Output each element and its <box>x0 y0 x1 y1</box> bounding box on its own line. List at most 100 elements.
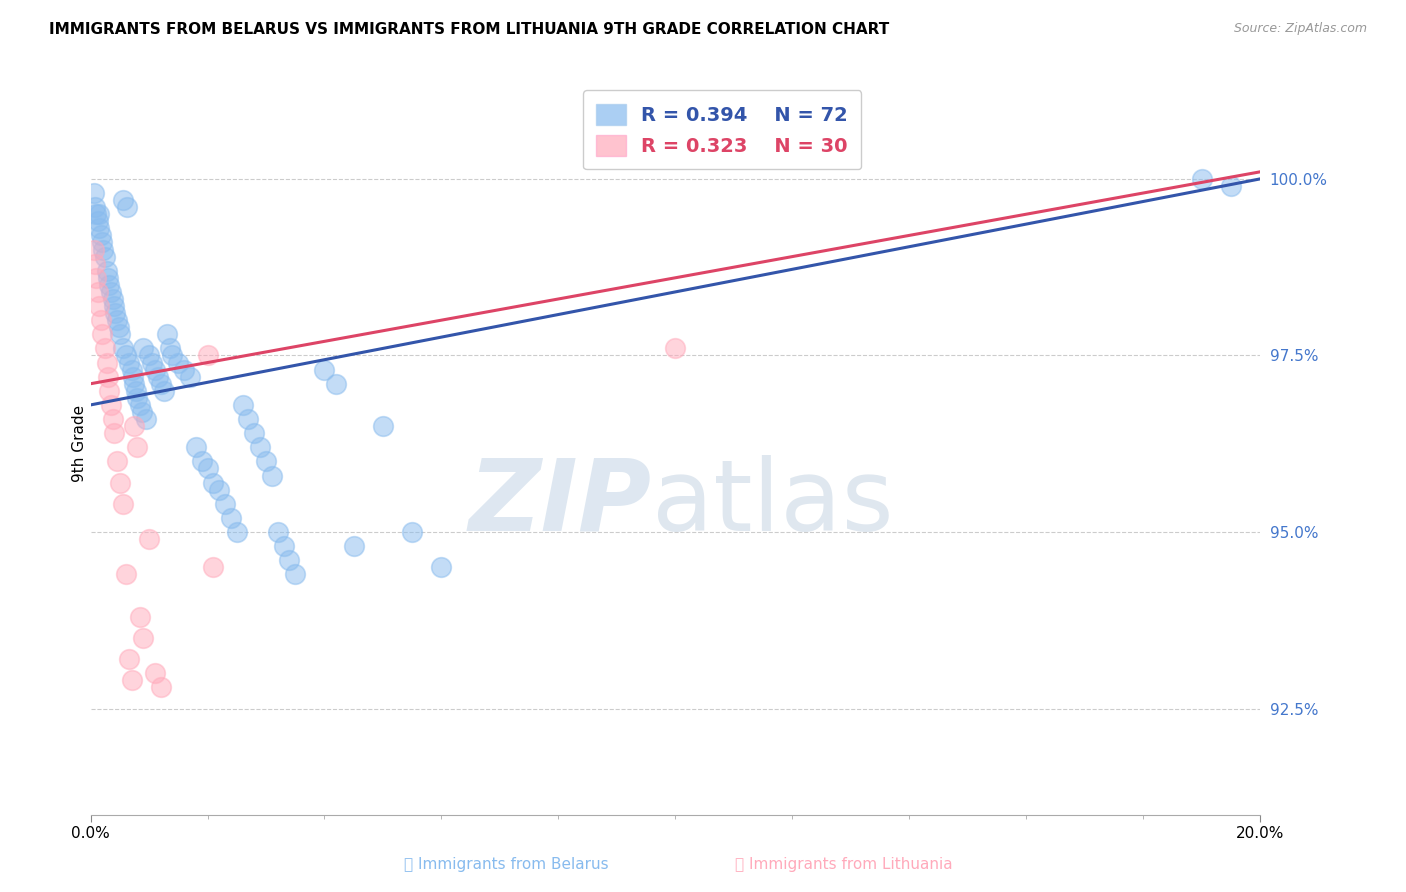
Point <box>108 475 131 490</box>
Point <box>97 369 120 384</box>
Point <box>1219 178 1241 193</box>
Point <box>1191 172 1213 186</box>
Point <box>111 193 134 207</box>
Point <box>202 475 225 490</box>
Point <box>107 320 129 334</box>
Point <box>401 524 423 539</box>
Point <box>143 666 166 681</box>
Point <box>86 214 108 228</box>
Point <box>129 609 152 624</box>
Point <box>152 384 174 398</box>
Point <box>90 228 112 243</box>
Point <box>430 560 453 574</box>
Text: ZIP: ZIP <box>470 455 652 551</box>
Point <box>138 349 160 363</box>
Point <box>103 426 125 441</box>
Point <box>127 391 149 405</box>
Point <box>132 342 155 356</box>
Point <box>83 186 105 200</box>
Point <box>129 398 152 412</box>
Point <box>121 362 143 376</box>
Point <box>135 412 157 426</box>
Point <box>156 327 179 342</box>
Point <box>121 369 143 384</box>
Point <box>664 342 686 356</box>
Point <box>100 285 122 299</box>
Point <box>86 285 108 299</box>
Point <box>86 270 108 285</box>
Point <box>162 349 184 363</box>
Point <box>254 454 277 468</box>
Point <box>273 539 295 553</box>
Point <box>179 369 201 384</box>
Point <box>89 221 111 235</box>
Point <box>371 419 394 434</box>
Point <box>197 461 219 475</box>
Point <box>149 681 172 695</box>
Point <box>146 369 169 384</box>
Point <box>98 277 121 292</box>
Point <box>138 532 160 546</box>
Point <box>101 412 124 426</box>
Point <box>94 342 117 356</box>
Point <box>124 419 146 434</box>
Point <box>219 511 242 525</box>
Point <box>84 257 107 271</box>
Point <box>91 327 114 342</box>
Point <box>115 200 138 214</box>
Point <box>141 355 163 369</box>
Point <box>278 553 301 567</box>
Point <box>143 362 166 376</box>
Point <box>314 362 336 376</box>
Point <box>149 376 172 391</box>
Point <box>114 349 136 363</box>
Point <box>111 342 134 356</box>
Point <box>214 497 236 511</box>
Point <box>84 200 107 214</box>
Point <box>93 243 115 257</box>
Point <box>267 524 290 539</box>
Point <box>159 342 181 356</box>
Point <box>105 313 128 327</box>
Point <box>94 250 117 264</box>
Point <box>225 524 247 539</box>
Point <box>86 207 108 221</box>
Point <box>111 497 134 511</box>
Y-axis label: 9th Grade: 9th Grade <box>72 405 87 483</box>
Point <box>103 299 125 313</box>
Point <box>96 355 118 369</box>
Point <box>89 207 111 221</box>
Point <box>173 362 195 376</box>
Point <box>124 376 146 391</box>
Point <box>83 243 105 257</box>
Point <box>101 292 124 306</box>
Point <box>202 560 225 574</box>
Point <box>249 440 271 454</box>
Point <box>91 235 114 250</box>
Text: Source: ZipAtlas.com: Source: ZipAtlas.com <box>1233 22 1367 36</box>
Point <box>90 313 112 327</box>
Point <box>121 673 143 688</box>
Point <box>208 483 231 497</box>
Point <box>167 355 190 369</box>
Point <box>184 440 207 454</box>
Legend: R = 0.394    N = 72, R = 0.323    N = 30: R = 0.394 N = 72, R = 0.323 N = 30 <box>582 90 862 169</box>
Point <box>260 468 283 483</box>
Text: atlas: atlas <box>652 455 894 551</box>
Text: ⬜ Immigrants from Lithuania: ⬜ Immigrants from Lithuania <box>735 857 952 872</box>
Point <box>325 376 347 391</box>
Point <box>232 398 254 412</box>
Point <box>108 327 131 342</box>
Point <box>190 454 212 468</box>
Point <box>114 567 136 582</box>
Point <box>243 426 266 441</box>
Point <box>343 539 366 553</box>
Point <box>89 299 111 313</box>
Point <box>197 349 219 363</box>
Text: ⬜ Immigrants from Belarus: ⬜ Immigrants from Belarus <box>404 857 609 872</box>
Point <box>127 440 149 454</box>
Point <box>238 412 260 426</box>
Point <box>97 270 120 285</box>
Point <box>125 384 148 398</box>
Text: IMMIGRANTS FROM BELARUS VS IMMIGRANTS FROM LITHUANIA 9TH GRADE CORRELATION CHART: IMMIGRANTS FROM BELARUS VS IMMIGRANTS FR… <box>49 22 890 37</box>
